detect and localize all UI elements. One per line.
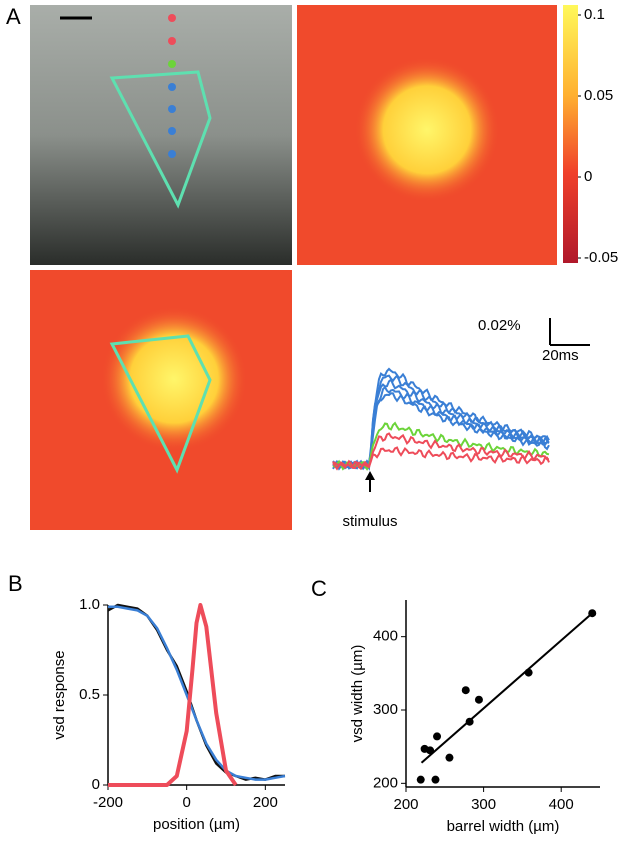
scatter-point (433, 732, 442, 741)
y-tick-label: 200 (373, 774, 398, 791)
scatter-point (465, 717, 474, 726)
scatter-point (461, 686, 470, 695)
panel-label: C (311, 576, 327, 601)
scale-label: 0.02% (478, 317, 521, 334)
x-tick-label: 0 (182, 794, 190, 811)
scatter-point (416, 775, 425, 784)
x-tick-label: -200 (93, 794, 123, 811)
scatter-point (431, 775, 440, 784)
panel-label: A (6, 4, 21, 29)
panel-label: B (8, 571, 23, 596)
stimulus-label: stimulus (342, 513, 397, 530)
trace (332, 373, 550, 471)
electrode-dot (168, 37, 176, 45)
trace (332, 446, 550, 470)
x-tick-label: 300 (471, 796, 496, 813)
stimulus-arrow (365, 471, 375, 480)
electrode-dot (168, 14, 176, 22)
y-tick-label: 400 (373, 628, 398, 645)
x-tick-label: 200 (393, 796, 418, 813)
scatter-point (426, 746, 435, 755)
y-axis-label: vsd width (µm) (349, 645, 366, 743)
y-tick-label: 1.0 (79, 596, 100, 613)
y-axis-label: vsd response (51, 650, 68, 739)
x-axis-label: barrel width (µm) (447, 818, 560, 835)
y-tick-label: 0 (92, 776, 100, 793)
panel-a-images (30, 5, 578, 530)
x-tick-label: 400 (549, 796, 574, 813)
trace (332, 385, 550, 470)
electrode-dot (168, 127, 176, 135)
data-line (108, 605, 286, 781)
x-tick-label: 200 (253, 794, 278, 811)
electrode-dot (168, 105, 176, 113)
colorbar-tick-label: 0.05 (584, 87, 613, 104)
colorbar-tick-label: -0.05 (584, 249, 618, 266)
data-line (108, 603, 238, 787)
y-tick-label: 300 (373, 701, 398, 718)
scatter-point (445, 753, 454, 762)
scatter-point (524, 668, 533, 677)
vsd-response (297, 5, 557, 265)
electrode-dot (168, 60, 176, 68)
barrel-outline (109, 334, 212, 474)
vsd-response (30, 270, 292, 530)
traces: 0.02% 20ms stimulus (332, 317, 590, 530)
data-line (420, 612, 593, 764)
scatter-point (474, 695, 483, 704)
scale-label: 20ms (542, 347, 579, 364)
colorbar-tick-label: 0.1 (584, 6, 605, 23)
y-tick-label: 0.5 (79, 686, 100, 703)
colorbar (563, 5, 578, 263)
barrel-outline (109, 70, 212, 209)
brain-image (30, 5, 292, 265)
x-axis-label: position (µm) (153, 816, 240, 833)
colorbar-tick-label: 0 (584, 168, 592, 185)
electrode-dot (168, 150, 176, 158)
electrode-dot (168, 83, 176, 91)
scatter-point (588, 609, 597, 618)
